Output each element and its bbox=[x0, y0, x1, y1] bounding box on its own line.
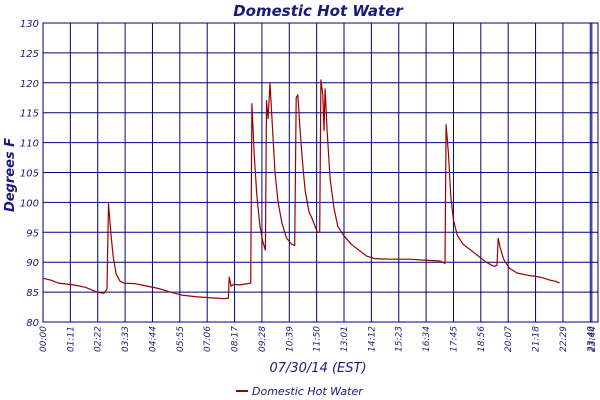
x-tick-label: 08:17 bbox=[231, 326, 241, 352]
x-axis-ticks: 00:00 01:11 02:22 03:33 04:44 05:55 07:06 08:17… bbox=[39, 326, 598, 352]
x-tick-label: 03:33 bbox=[121, 326, 131, 352]
series-line-domestic-hot-water bbox=[42, 79, 560, 300]
chart-title: Domestic Hot Water bbox=[233, 2, 404, 20]
x-tick-label: 16:34 bbox=[422, 326, 432, 352]
x-tick-label: 07:06 bbox=[203, 326, 213, 352]
x-tick-label: 23:40 bbox=[586, 326, 596, 352]
x-tick-label: 02:22 bbox=[94, 326, 104, 352]
x-tick-label: 23:44 bbox=[588, 326, 598, 352]
x-tick-label: 00:00 bbox=[39, 326, 49, 352]
x-tick-label: 01:11 bbox=[66, 326, 76, 352]
y-tick-label: 85 bbox=[26, 288, 39, 299]
series-layer bbox=[42, 79, 560, 300]
x-tick-label: 21:18 bbox=[532, 326, 542, 352]
x-tick-label: 05:55 bbox=[176, 326, 186, 352]
legend-label: Domestic Hot Water bbox=[252, 385, 364, 398]
y-axis-label: Degrees F bbox=[3, 138, 18, 212]
y-tick-label: 125 bbox=[20, 49, 39, 60]
y-axis-ticks: 80 85 90 95 100 105 110 115 120 125 130 bbox=[20, 19, 39, 329]
x-tick-label: 14:12 bbox=[367, 326, 377, 352]
x-tick-label: 09:28 bbox=[258, 326, 268, 352]
y-tick-label: 105 bbox=[20, 169, 39, 180]
y-tick-label: 120 bbox=[20, 79, 39, 90]
legend: Domestic Hot Water bbox=[236, 385, 364, 398]
y-tick-label: 90 bbox=[26, 258, 39, 269]
x-tick-label: 18:56 bbox=[477, 326, 487, 352]
y-tick-label: 110 bbox=[20, 139, 39, 150]
plot-frame bbox=[42, 22, 599, 323]
x-tick-label: 10:39 bbox=[285, 326, 295, 352]
x-axis-label: 07/30/14 (EST) bbox=[269, 361, 366, 376]
x-tick-label: 04:44 bbox=[148, 326, 158, 352]
x-tick-label: 15:23 bbox=[395, 326, 405, 352]
x-tick-label: 13:01 bbox=[340, 326, 350, 352]
x-tick-label: 22:29 bbox=[559, 326, 569, 352]
x-tick-label: 11:50 bbox=[313, 326, 323, 352]
y-tick-label: 130 bbox=[20, 19, 39, 30]
y-tick-label: 95 bbox=[26, 228, 39, 239]
x-tick-label: 20:07 bbox=[504, 326, 514, 352]
y-tick-label: 115 bbox=[20, 109, 39, 120]
x-tick-label: 17:45 bbox=[449, 326, 459, 352]
y-tick-label: 100 bbox=[20, 198, 39, 209]
y-tick-label: 80 bbox=[26, 318, 39, 329]
